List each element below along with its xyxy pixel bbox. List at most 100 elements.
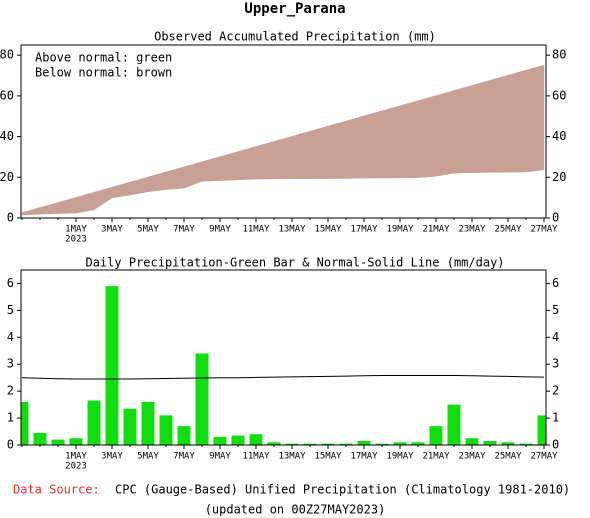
area-segment xyxy=(417,95,437,178)
area-segment xyxy=(327,120,347,179)
bar xyxy=(303,443,317,445)
bar xyxy=(357,440,371,445)
bar xyxy=(447,404,461,445)
bar xyxy=(123,408,137,445)
area-segment xyxy=(453,85,473,174)
area-segment xyxy=(507,70,527,173)
x-tick-label: 25MAY xyxy=(494,452,522,462)
x-tick-label: 21MAY xyxy=(422,225,450,235)
y-tick-label: 60 xyxy=(552,88,566,102)
bar xyxy=(501,442,515,445)
bar xyxy=(393,442,407,445)
area-segment xyxy=(39,202,59,215)
accumulated-line xyxy=(21,169,545,216)
y-tick-label: 40 xyxy=(552,129,566,143)
area-segment xyxy=(525,65,545,173)
area-segment xyxy=(399,100,419,178)
x-tick-label: 3MAY xyxy=(101,225,123,235)
y-tick-label: 0 xyxy=(552,211,559,225)
annotation: Below normal: brown xyxy=(35,66,172,80)
x-tick-label: 13MAY xyxy=(278,452,306,462)
bar xyxy=(159,415,173,445)
y-tick-label: 80 xyxy=(552,48,566,62)
bar xyxy=(285,443,299,445)
bar xyxy=(141,401,155,445)
x-tick-label: 15MAY xyxy=(314,225,342,235)
x-tick-label: 7MAY xyxy=(173,452,195,462)
bar xyxy=(429,426,443,445)
bar xyxy=(321,443,335,445)
x-tick-label: 7MAY xyxy=(173,225,195,235)
bar xyxy=(33,432,47,445)
accumulated-line xyxy=(21,64,545,214)
x-tick-label: 19MAY xyxy=(386,225,414,235)
x-tick-label: 19MAY xyxy=(386,452,414,462)
bar xyxy=(339,443,353,445)
area-segment xyxy=(363,110,383,179)
area-segment xyxy=(93,187,113,211)
chart-title: Observed Accumulated Precipitation (mm) xyxy=(154,30,436,44)
bar xyxy=(213,436,227,445)
bar xyxy=(519,443,533,445)
x-tick-label: 25MAY xyxy=(494,225,522,235)
x-tick-label: 17MAY xyxy=(350,452,378,462)
x-tick-label: 21MAY xyxy=(422,452,450,462)
y-tick-label: 0 xyxy=(552,438,559,452)
bar xyxy=(177,426,191,445)
x-tick-label: 5MAY xyxy=(137,225,159,235)
area-segment xyxy=(291,131,311,179)
y-tick-label: 4 xyxy=(7,330,14,344)
bar xyxy=(105,286,119,445)
y-tick-label: 0 xyxy=(7,211,14,225)
area-segment xyxy=(309,126,329,179)
main-title: Upper_Parana xyxy=(244,1,345,17)
y-tick-label: 6 xyxy=(7,276,14,290)
source-label: Data Source: xyxy=(13,483,100,497)
area-segment xyxy=(435,90,455,177)
y-tick-label: 0 xyxy=(7,438,14,452)
y-tick-label: 3 xyxy=(7,357,14,371)
y-tick-label: 3 xyxy=(552,357,559,371)
y-tick-label: 20 xyxy=(552,170,566,184)
y-tick-label: 1 xyxy=(7,411,14,425)
bar xyxy=(537,415,546,445)
y-tick-label: 2 xyxy=(552,384,559,398)
x-sublabel: 2023 xyxy=(65,235,87,245)
y-tick-label: 6 xyxy=(552,276,559,290)
annotation: Above normal: green xyxy=(35,51,172,65)
x-tick-label: 27MAY xyxy=(530,452,558,462)
x-tick-label: 23MAY xyxy=(458,225,486,235)
x-tick-label: 5MAY xyxy=(137,452,159,462)
bar xyxy=(465,438,479,445)
bar xyxy=(267,442,281,445)
x-tick-label: 1MAY xyxy=(65,452,87,462)
y-tick-label: 5 xyxy=(552,303,559,317)
source: CPC (Gauge-Based) Unified Precipitation … xyxy=(115,483,570,497)
x-tick-label: 15MAY xyxy=(314,452,342,462)
bar xyxy=(21,401,29,445)
bar xyxy=(231,435,245,445)
area-segment xyxy=(255,141,275,180)
area-segment xyxy=(165,166,185,190)
updated: (updated on 00Z27MAY2023) xyxy=(205,503,386,517)
area-segment xyxy=(381,105,401,179)
x-tick-label: 1MAY xyxy=(65,225,87,235)
bar xyxy=(483,440,497,445)
y-tick-label: 60 xyxy=(0,88,14,102)
x-tick-label: 3MAY xyxy=(101,452,123,462)
x-tick-label: 17MAY xyxy=(350,225,378,235)
bar xyxy=(375,443,389,445)
normal-line xyxy=(21,375,545,380)
y-tick-label: 4 xyxy=(552,330,559,344)
x-tick-label: 9MAY xyxy=(209,452,231,462)
y-tick-label: 2 xyxy=(7,384,14,398)
area-segment xyxy=(201,156,221,182)
bar xyxy=(195,353,209,445)
x-tick-label: 27MAY xyxy=(530,225,558,235)
y-tick-label: 80 xyxy=(0,48,14,62)
x-tick-label: 11MAY xyxy=(242,225,270,235)
area-segment xyxy=(345,115,365,179)
y-tick-label: 1 xyxy=(552,411,559,425)
x-tick-label: 23MAY xyxy=(458,452,486,462)
